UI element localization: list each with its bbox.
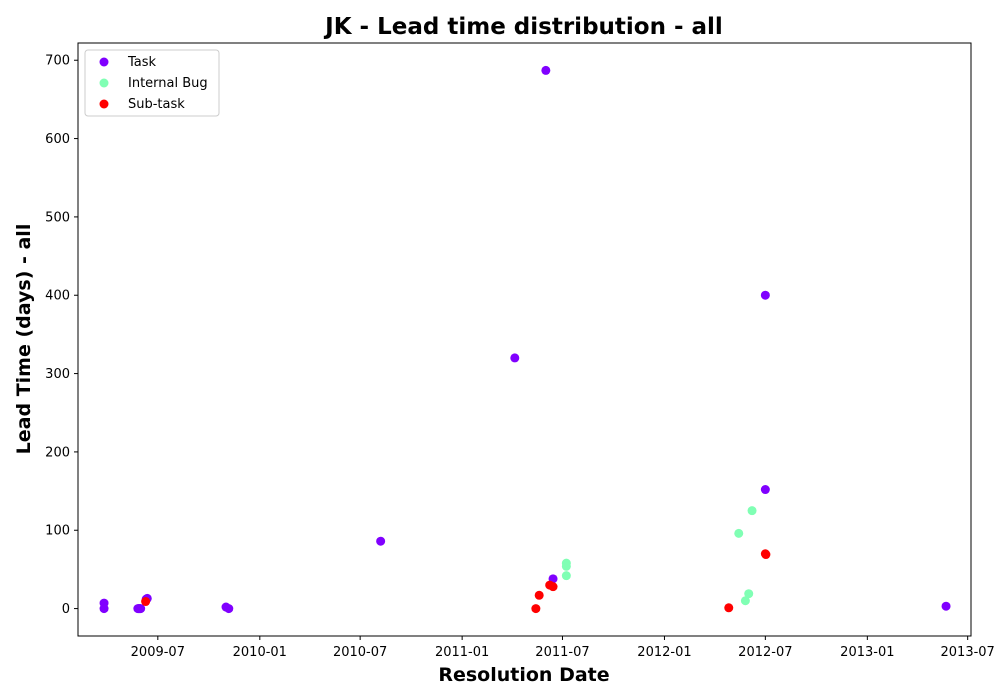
y-tick-label: 0 bbox=[62, 602, 70, 617]
point-sub-task bbox=[534, 590, 544, 600]
y-axis-label: Lead Time (days) - all bbox=[13, 224, 35, 455]
y-tick-label: 300 bbox=[45, 367, 70, 382]
legend-marker-task bbox=[99, 57, 109, 67]
x-tick-label: 2011-01 bbox=[435, 645, 489, 660]
legend-label-task: Task bbox=[127, 55, 157, 70]
point-sub-task bbox=[724, 603, 734, 613]
y-axis-ticks: 0 100 200 300 400 500 600 700 bbox=[45, 54, 78, 617]
x-tick-label: 2009-07 bbox=[131, 645, 185, 660]
point-task bbox=[376, 536, 386, 546]
data-points bbox=[99, 65, 951, 614]
legend-marker-internal-bug bbox=[99, 78, 109, 88]
legend-box bbox=[84, 49, 220, 117]
x-tick-label: 2013-01 bbox=[840, 645, 894, 660]
y-tick-label: 200 bbox=[45, 445, 70, 460]
point-task bbox=[224, 604, 234, 614]
y-tick-label: 100 bbox=[45, 524, 70, 539]
x-tick-label: 2012-07 bbox=[738, 645, 792, 660]
y-tick-label: 600 bbox=[45, 132, 70, 147]
point-internal-bug bbox=[747, 506, 757, 516]
y-tick-label: 700 bbox=[45, 54, 70, 69]
point-internal-bug bbox=[744, 589, 754, 599]
point-sub-task bbox=[548, 582, 558, 592]
x-tick-label: 2012-01 bbox=[637, 645, 691, 660]
plot-frame bbox=[77, 42, 972, 637]
point-task bbox=[99, 604, 109, 614]
point-sub-task bbox=[531, 604, 541, 614]
point-sub-task bbox=[141, 597, 151, 607]
point-internal-bug bbox=[734, 528, 744, 538]
point-internal-bug bbox=[561, 571, 571, 581]
x-tick-label: 2011-07 bbox=[535, 645, 589, 660]
point-sub-task bbox=[761, 550, 771, 560]
legend-label-sub-task: Sub-task bbox=[128, 97, 185, 112]
point-internal-bug bbox=[561, 561, 571, 571]
y-tick-label: 400 bbox=[45, 289, 70, 304]
x-tick-label: 2010-01 bbox=[233, 645, 287, 660]
x-tick-label: 2013-07 bbox=[941, 645, 995, 660]
point-task bbox=[760, 485, 770, 495]
point-task bbox=[136, 604, 146, 614]
x-tick-label: 2010-07 bbox=[333, 645, 387, 660]
chart-title: JK - Lead time distribution - all bbox=[323, 14, 723, 40]
point-internal-bug bbox=[740, 596, 750, 606]
point-task bbox=[541, 65, 551, 75]
x-axis-ticks: 2009-07 2010-01 2010-07 2011-01 2011-07 2012-… bbox=[131, 636, 995, 660]
point-task bbox=[510, 353, 520, 363]
legend-marker-sub-task bbox=[99, 99, 109, 109]
legend-label-internal-bug: Internal Bug bbox=[128, 76, 208, 91]
point-task bbox=[760, 290, 770, 300]
legend: Task Internal Bug Sub-task bbox=[84, 49, 220, 117]
point-task bbox=[941, 601, 951, 611]
y-tick-label: 500 bbox=[45, 210, 70, 225]
x-axis-label: Resolution Date bbox=[438, 664, 609, 686]
